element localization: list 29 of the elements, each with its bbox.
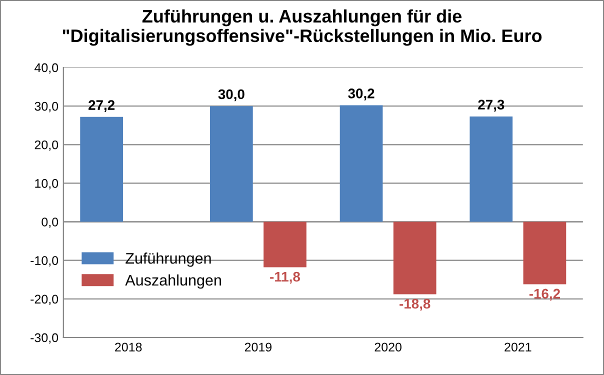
x-tick-label: 2018	[115, 342, 142, 352]
y-tick-label: 30,0	[34, 102, 58, 112]
y-tick-label: 20,0	[34, 140, 58, 151]
x-tick-label: 2019	[244, 342, 272, 352]
bar	[470, 116, 513, 222]
x-tick-label: 2021	[504, 342, 532, 352]
data-label: 27,2	[88, 100, 115, 112]
bar	[523, 222, 566, 284]
x-tick-label: 2020	[374, 342, 402, 352]
y-tick-label: 40,0	[34, 63, 58, 74]
data-label: 27,3	[478, 100, 504, 112]
bar	[393, 222, 436, 294]
y-tick-label: 10,0	[35, 179, 58, 190]
data-label: -18,8	[400, 298, 430, 311]
y-tick-label: -30,0	[30, 333, 58, 344]
bar	[80, 116, 123, 222]
chart-title: Zuführungen u. Auszahlungen für die "Digitalisierungsoffensive"-Rückstellungen in Mio. Euro	[62, 9, 542, 46]
legend-label: Auszahlungen	[125, 274, 221, 289]
legend-label: Zuführungen	[126, 252, 211, 267]
y-tick-label: -20,0	[30, 294, 58, 306]
y-tick-label: -10,0	[30, 256, 58, 266]
bar	[340, 105, 383, 222]
data-label: 30,2	[348, 88, 374, 100]
data-label: -11,8	[270, 272, 300, 284]
bar	[210, 106, 253, 222]
bar	[264, 222, 306, 268]
data-label: -16,2	[529, 288, 560, 301]
y-tick-label: 0,0	[42, 218, 58, 228]
data-label: 30,0	[218, 89, 244, 102]
